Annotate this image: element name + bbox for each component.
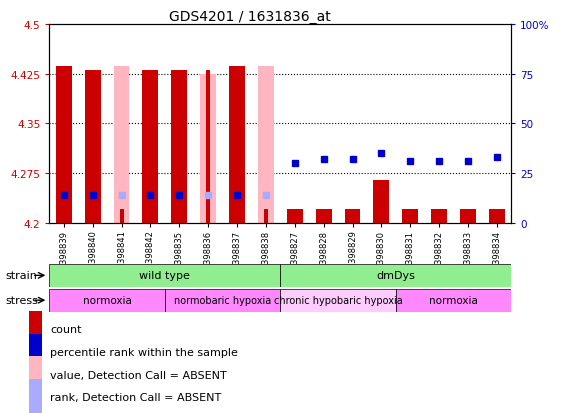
Bar: [431, 210, 447, 223]
Bar: [280, 289, 396, 312]
Bar: [264, 210, 268, 223]
Text: GDS4201 / 1631836_at: GDS4201 / 1631836_at: [169, 10, 331, 24]
Text: normoxia: normoxia: [429, 295, 478, 306]
Bar: [402, 210, 418, 223]
Bar: [460, 210, 476, 223]
Bar: [85, 71, 101, 223]
Bar: [229, 66, 245, 223]
Text: wild type: wild type: [139, 271, 191, 281]
Text: stress: stress: [6, 295, 39, 306]
Bar: [28, 311, 42, 348]
Bar: [165, 289, 281, 312]
Text: rank, Detection Call = ABSENT: rank, Detection Call = ABSENT: [50, 392, 221, 403]
Bar: [28, 379, 42, 413]
Bar: [120, 210, 124, 223]
Text: count: count: [50, 324, 81, 335]
Bar: [28, 334, 42, 370]
Bar: [200, 74, 216, 223]
Text: percentile rank within the sample: percentile rank within the sample: [50, 347, 238, 357]
Bar: [287, 210, 303, 223]
Text: chronic hypobaric hypoxia: chronic hypobaric hypoxia: [274, 295, 403, 306]
Bar: [345, 210, 360, 223]
Bar: [56, 66, 72, 223]
Bar: [258, 66, 274, 223]
Bar: [280, 264, 511, 287]
Text: strain: strain: [6, 271, 38, 281]
Text: normobaric hypoxia: normobaric hypoxia: [174, 295, 271, 306]
Bar: [396, 289, 511, 312]
Bar: [28, 357, 42, 393]
Bar: [315, 210, 332, 223]
Bar: [374, 180, 389, 223]
Bar: [114, 66, 130, 223]
Bar: [206, 71, 210, 223]
Text: value, Detection Call = ABSENT: value, Detection Call = ABSENT: [50, 370, 227, 380]
Text: dmDys: dmDys: [376, 271, 415, 281]
Bar: [489, 210, 505, 223]
Bar: [171, 71, 187, 223]
Bar: [49, 264, 281, 287]
Bar: [49, 289, 165, 312]
Bar: [142, 71, 159, 223]
Text: normoxia: normoxia: [83, 295, 131, 306]
